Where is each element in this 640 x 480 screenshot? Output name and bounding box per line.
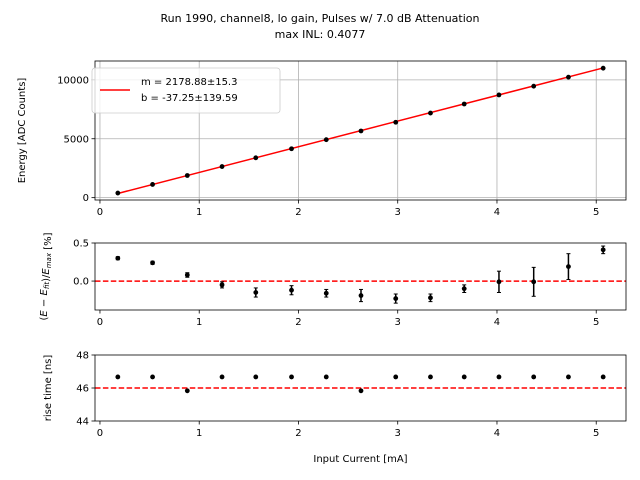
data-point (358, 388, 364, 394)
data-point (150, 260, 155, 266)
data-point (461, 101, 467, 107)
x-tick-label: 4 (494, 317, 500, 328)
x-tick-label: 1 (196, 428, 202, 439)
y-tick-label: 48 (76, 351, 89, 362)
x-tick-label: 1 (196, 207, 202, 218)
x-tick-label: 1 (196, 317, 202, 328)
data-point (600, 247, 606, 253)
x-tick-label: 3 (395, 428, 401, 439)
data-point (323, 290, 329, 296)
data-point (600, 65, 606, 71)
axes-frame (94, 242, 627, 311)
data-point (461, 374, 467, 380)
legend-box (91, 67, 281, 114)
data-point (219, 164, 225, 169)
legend-slope-label: m = 2178.88±15.3 (141, 77, 237, 88)
data-point (253, 290, 259, 295)
data-point (393, 296, 399, 301)
data-point (531, 279, 537, 285)
data-point (496, 92, 502, 98)
y-tick-label: 46 (76, 384, 89, 395)
data-point (323, 374, 329, 380)
panel-risetime: 0 1 2 3 4 5 44 46 48 rise time [ns] Input Current … (43, 351, 627, 465)
x-tick-label: 0 (97, 428, 103, 439)
data-point (496, 374, 502, 380)
x-tick-label: 4 (494, 428, 500, 439)
chart-title-line-1: Run 1990, channel8, lo gain, Pulses w/ 7… (160, 12, 479, 25)
data-point (531, 374, 537, 380)
data-point (358, 293, 364, 298)
y-axis-label: rise time [ns] (43, 355, 54, 422)
legend: m = 2178.88±15.3 b = -37.25±139.59 (91, 67, 281, 114)
x-axis-label: Input Current [mA] (313, 454, 407, 465)
panel-inl: 0 1 2 3 4 5 0.0 0.5 (E − Efit)/Emax [%] (39, 232, 627, 328)
data-point (289, 374, 294, 380)
x-tick-label: 5 (593, 207, 599, 218)
data-point (115, 374, 121, 380)
data-point (184, 173, 190, 178)
data-point (428, 374, 433, 380)
y-axis-label: Energy [ADC Counts] (17, 78, 28, 184)
panel-energy: 0 1 2 3 4 5 0 5000 10000 Energy [ADC Counts] m = 2… (17, 60, 627, 218)
data-point (150, 374, 155, 380)
data-point (184, 272, 190, 278)
data-point (323, 137, 329, 143)
data-point (428, 295, 433, 301)
data-point (219, 282, 225, 288)
data-point (393, 119, 399, 125)
data-point (566, 74, 571, 80)
x-tick-label: 2 (295, 207, 301, 218)
data-point (358, 128, 364, 134)
legend-intercept-label: b = -37.25±139.59 (141, 93, 238, 104)
x-tick-label: 5 (593, 428, 599, 439)
y-tick-label: 0 (83, 193, 89, 204)
x-tick-label: 5 (593, 317, 599, 328)
chart-title-line-2: max INL: 0.4077 (275, 28, 366, 41)
x-tick-label: 3 (395, 207, 401, 218)
data-point (566, 264, 571, 270)
y-tick-label: 0.0 (73, 277, 89, 288)
data-point (253, 374, 259, 380)
data-point (115, 190, 121, 196)
data-point (428, 110, 433, 116)
data-point (461, 286, 467, 292)
data-point (115, 255, 121, 261)
data-point (531, 83, 537, 89)
data-point (566, 374, 571, 380)
data-point (184, 388, 190, 394)
plot-panels: 0 1 2 3 4 5 0 5000 10000 Energy [ADC Counts] m = 2… (17, 60, 627, 465)
data-point (150, 182, 155, 187)
axes-frame (94, 60, 627, 201)
data-point (393, 374, 399, 380)
x-tick-label: 0 (97, 207, 103, 218)
data-point (289, 287, 294, 293)
y-tick-label: 44 (76, 417, 89, 428)
x-tick-label: 3 (395, 317, 401, 328)
data-point (496, 279, 502, 285)
y-tick-label: 0.5 (73, 239, 89, 250)
x-tick-label: 4 (494, 207, 500, 218)
y-tick-label: 10000 (57, 75, 89, 86)
data-point (219, 374, 225, 380)
data-point (253, 155, 259, 161)
y-tick-label: 5000 (64, 134, 89, 145)
x-tick-label: 2 (295, 428, 301, 439)
y-axis-label: (E − Efit)/Emax [%] (39, 232, 54, 320)
x-tick-label: 2 (295, 317, 301, 328)
x-tick-label: 0 (97, 317, 103, 328)
data-point (600, 374, 606, 380)
data-point (289, 146, 294, 152)
